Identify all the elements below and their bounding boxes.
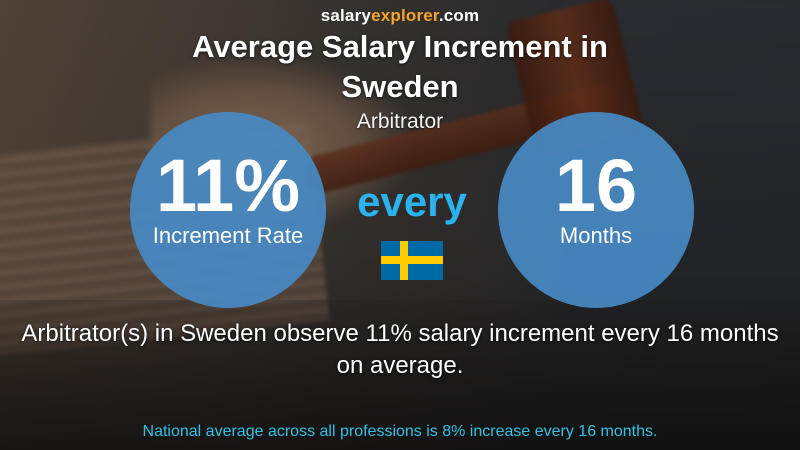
increment-rate-value: 11%: [155, 144, 301, 227]
background-table: [0, 300, 800, 450]
months-value: 16: [554, 144, 638, 227]
summary-description: Arbitrator(s) in Sweden observe 11% sala…: [21, 320, 779, 379]
increment-rate-circle: 11% Increment Rate: [130, 112, 326, 308]
every-connector: every: [357, 178, 467, 225]
national-average-note: National average across all professions …: [142, 423, 658, 440]
brand-part-salary: salary: [320, 6, 372, 25]
sweden-flag-icon: [381, 241, 443, 280]
job-subtitle: Arbitrator: [356, 110, 444, 133]
brand-logo[interactable]: salaryexplorer.com: [0, 6, 800, 26]
flag-cross-horizontal: [381, 256, 443, 264]
months-circle: 16 Months: [498, 112, 694, 308]
increment-rate-label: Increment Rate: [152, 223, 304, 248]
page-title: Average Salary Increment in Sweden: [192, 29, 608, 104]
brand-part-domain: .com: [438, 6, 480, 25]
brand-part-explorer: explorer: [371, 6, 439, 25]
months-label: Months: [559, 223, 633, 248]
